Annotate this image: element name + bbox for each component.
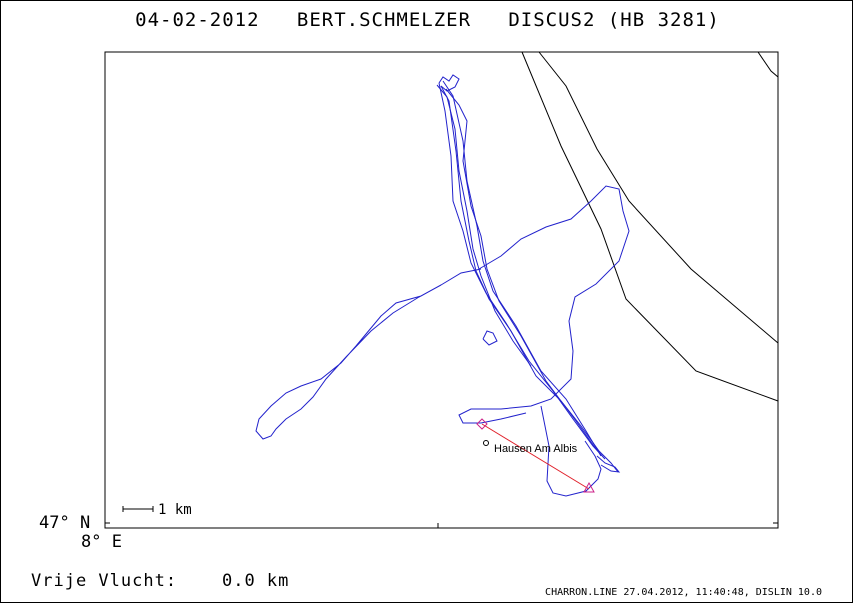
boundary-line [538, 51, 779, 344]
airfield-marker-icon [483, 440, 489, 446]
longitude-label: 8° E [81, 532, 122, 552]
track-segment [445, 88, 597, 450]
track-segment [440, 85, 619, 473]
flight-track [255, 74, 630, 497]
track-segment [255, 268, 482, 440]
boundary-line [521, 51, 779, 402]
track-segment [482, 330, 498, 346]
start-diamond-icon [476, 418, 488, 430]
scale-label: 1 km [158, 502, 192, 518]
boundary-line [757, 51, 779, 78]
track-segment [436, 84, 532, 367]
map-frame [104, 51, 779, 529]
track-segment [596, 455, 621, 473]
airspace-boundaries [521, 51, 779, 402]
place-label: Hausen Am Albis [494, 443, 578, 455]
scale-bar [122, 506, 154, 512]
flight-title: 04-02-2012 BERT.SCHMELZER DISCUS2 (HB 32… [135, 9, 720, 31]
generator-credit: CHARRON.LINE 27.04.2012, 11:40:48, DISLI… [545, 587, 822, 598]
track-segment [438, 74, 460, 92]
track-segment [438, 82, 606, 460]
task-line [481, 423, 590, 490]
free-flight-distance: Vrije Vlucht: 0.0 km [31, 571, 290, 591]
track-segment [540, 405, 602, 497]
track-segment [458, 185, 630, 424]
latitude-label: 47° N [39, 513, 91, 533]
track-segment [442, 80, 602, 457]
finish-triangle-icon [583, 481, 595, 493]
